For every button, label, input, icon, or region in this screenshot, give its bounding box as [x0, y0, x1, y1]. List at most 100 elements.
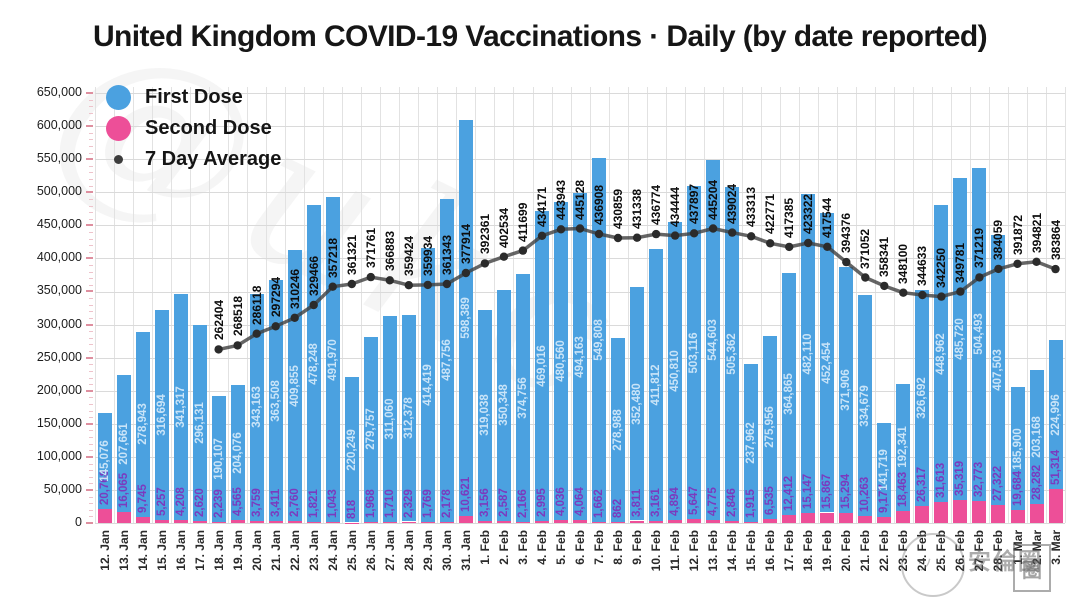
y-axis-minor-tick-mark: [89, 212, 93, 214]
second-dose-bar: [763, 518, 778, 523]
seven-day-average-value-label: 262404: [211, 300, 226, 341]
second-dose-bar: [116, 512, 131, 523]
seven-day-average-value-label: 371052: [858, 228, 873, 269]
second-dose-value-label: 15,294: [840, 473, 853, 509]
second-dose-bar: [477, 520, 492, 523]
x-axis-date-label: 6. Feb: [573, 530, 587, 565]
second-dose-bar: [782, 514, 797, 523]
seven-day-average-value-label: 268518: [230, 296, 245, 337]
y-axis-minor-tick-mark: [89, 284, 93, 286]
seven-day-average-value-label: 402534: [496, 207, 511, 248]
legend-item-7-day-average: 7 Day Average: [106, 144, 281, 175]
first-dose-bar: [97, 413, 112, 510]
seven-day-average-value-label: 439024: [725, 183, 740, 224]
x-axis-date-label: 1. Feb: [477, 530, 492, 565]
first-dose-bar: [668, 221, 683, 520]
second-dose-value-label: 4,064: [574, 487, 586, 517]
first-dose-bar: [173, 294, 188, 521]
second-dose-bar: [306, 521, 321, 523]
x-axis-date-label: 11. Feb: [668, 530, 683, 571]
x-axis-date-label: 13. Jan: [116, 530, 131, 571]
y-axis-minor-tick-mark: [89, 139, 93, 141]
y-axis-minor-tick-mark: [89, 106, 93, 108]
first-dose-bar: [306, 205, 321, 522]
horizontal-gridline: [95, 192, 1065, 194]
y-axis-minor-tick-mark: [89, 271, 93, 273]
seven-day-average-value-label: 377914: [458, 223, 473, 264]
seven-day-average-value-label: 310246: [287, 268, 302, 309]
seven-day-average-value-label: 359934: [420, 235, 435, 276]
x-axis-date-label: 18. Jan: [211, 530, 226, 571]
first-dose-bar: [649, 248, 664, 521]
x-axis-date-label: 20. Feb: [839, 530, 854, 572]
second-dose-bar: [344, 522, 359, 523]
y-axis-minor-tick-mark: [89, 496, 93, 498]
y-axis-tick-label: 250,000: [36, 349, 82, 364]
seven-day-average-value-label: 349781: [953, 242, 968, 283]
second-dose-bar: [211, 521, 226, 523]
first-dose-bar: [1048, 340, 1063, 489]
average-point-dot: [499, 252, 509, 261]
first-dose-bar: [554, 202, 568, 521]
legend-label-7-day-average: 7 Day Average: [145, 148, 282, 170]
first-dose-bar: [535, 210, 549, 521]
average-point-dot: [214, 345, 223, 354]
x-axis-date-label: 28. Feb: [991, 530, 1006, 572]
second-dose-value-label: 1,769: [421, 489, 434, 518]
average-legend-swatch-icon: [106, 147, 131, 172]
x-axis-date-label: 19. Feb: [820, 530, 835, 572]
x-axis-date-label: 12. Jan: [97, 530, 112, 571]
y-axis-minor-tick-mark: [89, 112, 93, 114]
second-dose-value-label: 20,768: [98, 470, 111, 506]
x-axis-date-label: 15. Jan: [154, 530, 169, 571]
second-dose-bar: [649, 520, 664, 523]
second-dose-bar: [934, 502, 949, 523]
second-dose-bar: [97, 509, 112, 523]
y-axis-tick-mark: [86, 488, 93, 491]
seven-day-average-value-label: 384059: [991, 219, 1006, 260]
y-axis-minor-tick-mark: [89, 218, 93, 220]
y-axis-tick-label: 450,000: [36, 217, 82, 232]
x-axis-date-label: 12. Feb: [687, 530, 702, 572]
x-axis-date-label: 8. Feb: [611, 530, 625, 565]
y-axis-tick-label: 550,000: [36, 151, 82, 166]
second-dose-bar: [135, 516, 150, 523]
y-axis-tick-label: 400,000: [36, 250, 82, 265]
seven-day-average-value-label: 286118: [249, 285, 264, 325]
x-axis-date-label: 26. Feb: [953, 530, 968, 572]
second-dose-value-label: 3,811: [631, 488, 644, 517]
seven-day-average-value-label: 434171: [535, 186, 549, 227]
first-dose-bar: [211, 395, 226, 522]
first-dose-bar: [687, 186, 702, 520]
second-dose-bar: [991, 504, 1006, 523]
second-dose-bar: [325, 522, 340, 523]
vertical-gridline: [152, 87, 154, 523]
x-axis-date-label: 30. Jan: [439, 530, 454, 571]
first-dose-bar: [630, 287, 645, 521]
first-dose-bar: [1029, 369, 1044, 505]
x-axis-date-label: 22. Feb: [877, 530, 892, 572]
y-axis-minor-tick-mark: [89, 430, 93, 432]
x-axis-date-label: 13. Feb: [706, 530, 721, 572]
y-axis-minor-tick-mark: [89, 377, 93, 379]
x-axis-date-label: 26. Jan: [363, 530, 378, 571]
x-axis-date-label: 18. Feb: [801, 530, 816, 572]
vertical-gridline: [95, 87, 96, 523]
seven-day-average-value-label: 436908: [592, 184, 606, 225]
vertical-gridline: [1065, 87, 1066, 523]
y-axis-minor-tick-mark: [89, 397, 93, 399]
average-point-dot: [480, 259, 490, 268]
x-axis-date-label: 28. Jan: [401, 530, 416, 571]
x-axis-date-label: 16. Jan: [173, 530, 188, 571]
legend-label-second-dose: Second Dose: [145, 117, 272, 139]
y-axis-tick-mark: [86, 224, 93, 227]
first-dose-bar: [230, 385, 245, 520]
y-axis-minor-tick-mark: [89, 119, 93, 121]
second-dose-value-label: 1,821: [307, 489, 320, 518]
seven-day-average-value-label: 391872: [1010, 214, 1025, 255]
seven-day-average-value-label: 359424: [401, 236, 416, 277]
second-dose-value-label: 3,411: [269, 488, 282, 517]
x-axis-date-label: 17. Jan: [192, 530, 207, 571]
second-dose-value-label: 4,208: [174, 487, 187, 517]
